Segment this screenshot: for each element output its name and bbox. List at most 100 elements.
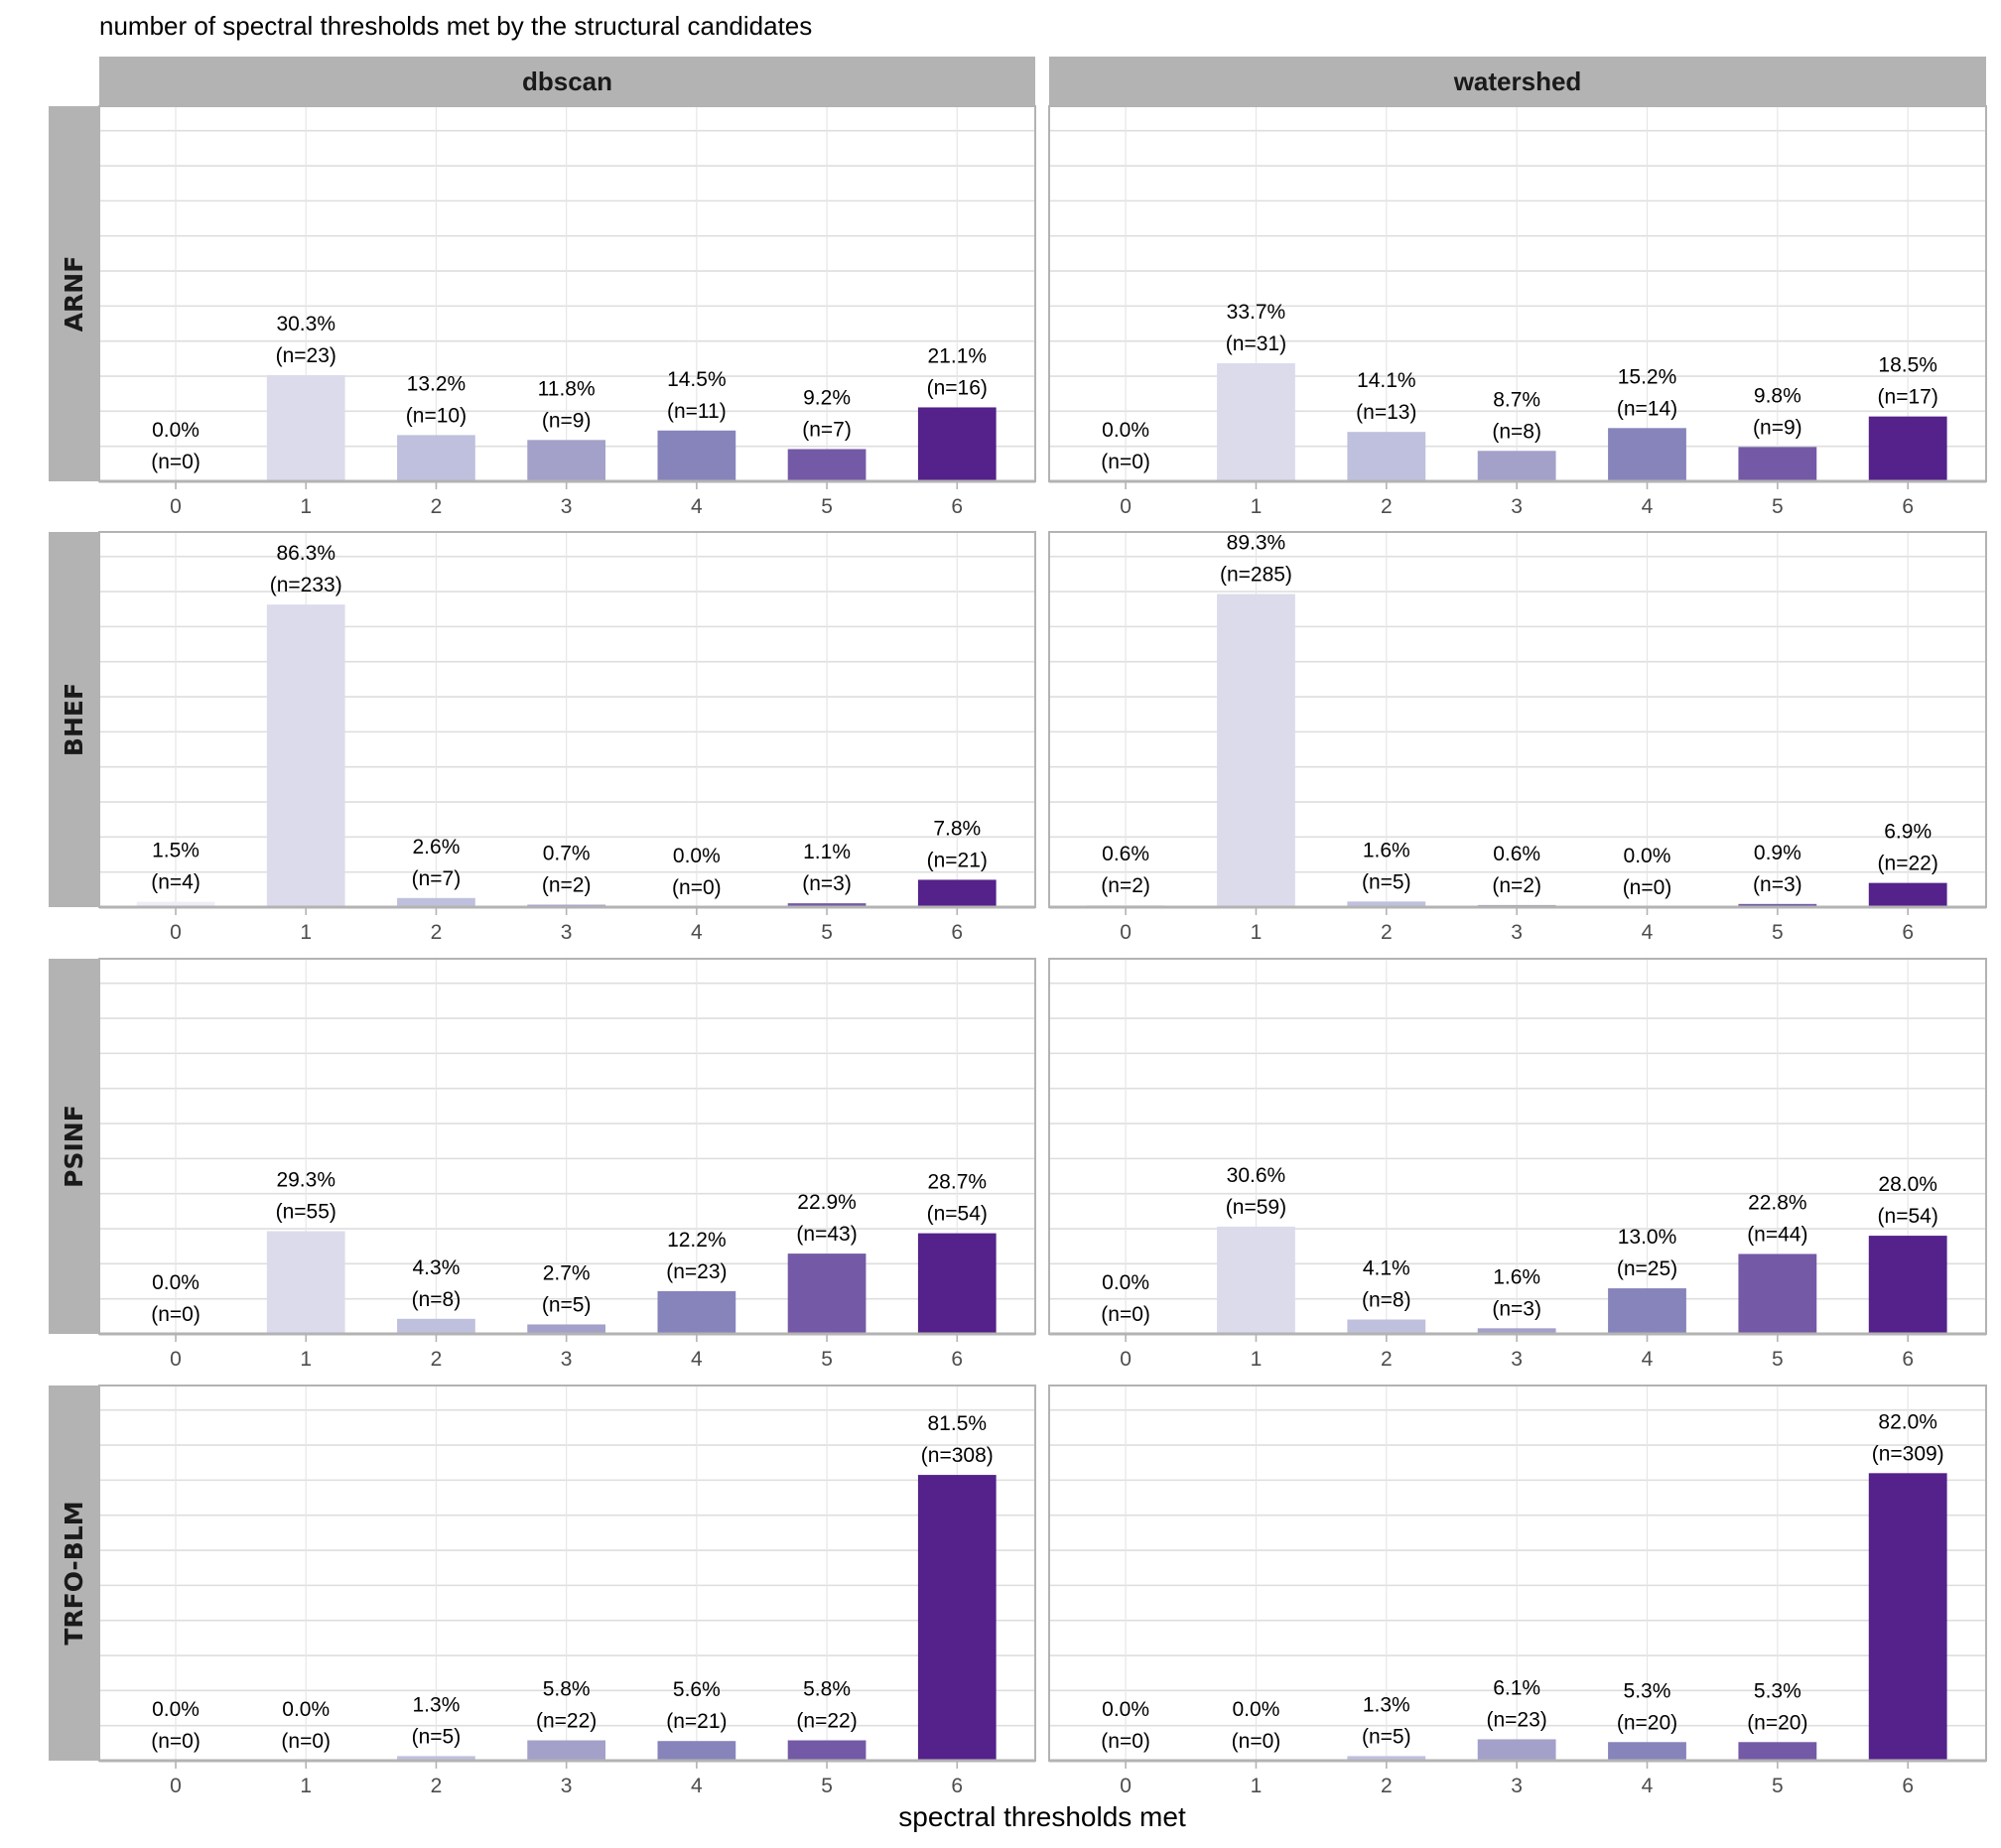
x-tick-label: 2 [1381, 1348, 1393, 1371]
bar-percent-label: 1.6% [1493, 1265, 1540, 1288]
bar-count-label: (n=8) [1362, 1289, 1411, 1312]
x-tick-label: 3 [561, 1775, 573, 1797]
bar-percent-label: 15.2% [1618, 365, 1677, 388]
bar-count-label: (n=23) [276, 344, 336, 367]
bar-percent-label: 7.8% [933, 817, 981, 840]
x-tick-label: 5 [1772, 921, 1784, 944]
bar-percent-label: 5.8% [803, 1678, 851, 1701]
bar-6 [917, 1475, 997, 1761]
x-tick-label: 0 [170, 1775, 182, 1797]
bar-5 [1738, 1742, 1817, 1761]
x-tick-label: 6 [1902, 1348, 1914, 1371]
bar-percent-label: 0.0% [1102, 1271, 1149, 1294]
x-tick-label: 5 [821, 495, 833, 518]
bar-1 [266, 374, 345, 481]
bar-1 [1217, 362, 1295, 481]
x-tick-label: 5 [1772, 1775, 1784, 1797]
bar-count-label: (n=14) [1617, 397, 1677, 420]
bar-percent-label: 0.0% [152, 1698, 200, 1721]
bar-count-label: (n=31) [1226, 332, 1286, 355]
bar-5 [1738, 903, 1817, 907]
x-tick-label: 3 [1511, 1348, 1523, 1371]
x-tick-label: 2 [1381, 495, 1393, 518]
bar-percent-label: 9.8% [1754, 384, 1801, 407]
bar-3 [1477, 451, 1556, 481]
x-tick-label: 1 [1251, 495, 1263, 518]
bar-count-label: (n=10) [406, 404, 467, 427]
bar-percent-label: 1.3% [413, 1693, 461, 1716]
x-tick-label: 4 [691, 921, 703, 944]
x-tick-label: 4 [1642, 1775, 1654, 1797]
bar-percent-label: 0.6% [1102, 843, 1149, 865]
x-tick-label: 3 [1511, 495, 1523, 518]
bar-percent-label: 2.6% [413, 836, 461, 858]
bar-count-label: (n=13) [1356, 401, 1416, 424]
bar-count-label: (n=5) [1362, 870, 1411, 893]
bar-5 [787, 449, 867, 481]
bar-count-label: (n=5) [542, 1293, 592, 1316]
bar-count-label: (n=285) [1220, 564, 1292, 587]
x-tick-label: 4 [691, 1348, 703, 1371]
x-tick-label: 4 [1642, 495, 1654, 518]
bar-percent-label: 89.3% [1227, 532, 1286, 555]
bar-count-label: (n=0) [151, 451, 200, 473]
bar-count-label: (n=0) [1101, 451, 1150, 473]
bar-2 [397, 1756, 475, 1761]
panel-psinf-watershed: 0.0%(n=0)30.6%(n=59)4.1%(n=8)1.6%(n=3)13… [1048, 958, 1987, 1371]
bar-count-label: (n=55) [276, 1200, 336, 1223]
panels-layer: dbscan watershed ARNF BHEF PSINF TRFO-BLM 0.0%… [49, 57, 1987, 1797]
bar-percent-label: 1.1% [803, 841, 851, 863]
x-tick-label: 4 [1642, 921, 1654, 944]
bar-count-label: (n=9) [542, 409, 592, 432]
bar-percent-label: 33.7% [1227, 301, 1286, 324]
bar-percent-label: 9.2% [803, 386, 851, 409]
panel-background [1049, 1386, 1986, 1761]
column-strip-label: watershed [1453, 66, 1582, 96]
bar-count-label: (n=7) [412, 867, 462, 890]
bar-count-label: (n=11) [667, 400, 727, 423]
x-tick-label: 1 [1251, 1348, 1263, 1371]
panel-arnf-dbscan: 0.0% (n=0) 30.3% (n=23) 13.2% (n=10) 11.8% (n=9… [98, 105, 1036, 518]
bar-0 [136, 901, 215, 907]
bar-percent-label: 11.8% [538, 377, 596, 400]
bar-5 [787, 1254, 867, 1334]
x-tick-label: 2 [431, 1775, 443, 1797]
bar-count-label: (n=309) [1872, 1442, 1944, 1465]
bar-3 [1477, 1328, 1556, 1334]
bar-count-label: (n=5) [1362, 1725, 1411, 1748]
row-strip-label: ARNF [60, 256, 88, 332]
bar-percent-label: 0.0% [1233, 1698, 1280, 1721]
bar-6 [917, 407, 997, 481]
panel-arnf-watershed: 0.0% (n=0) 33.7% (n=31) 14.1% (n=13) 8.7% (n=8)… [1048, 105, 1987, 518]
x-tick-label: 6 [1902, 1775, 1914, 1797]
bar-count-label: (n=7) [802, 418, 852, 441]
column-strip-label: dbscan [522, 66, 612, 96]
bar-count-label: (n=9) [1753, 416, 1802, 439]
bar-percent-label: 12.2% [667, 1229, 727, 1252]
x-tick-label: 1 [300, 921, 312, 944]
x-tick-label: 6 [951, 495, 963, 518]
x-tick-label: 3 [561, 921, 573, 944]
bar-3 [1477, 1739, 1556, 1761]
panel-psinf-dbscan: 0.0%(n=0)29.3%(n=55)4.3%(n=8)2.7%(n=5)12… [98, 958, 1036, 1371]
bar-percent-label: 0.0% [1102, 1698, 1149, 1721]
bar-3 [527, 440, 606, 481]
bar-percent-label: 5.6% [673, 1678, 721, 1701]
bar-percent-label: 0.0% [282, 1698, 330, 1721]
bar-percent-label: 18.5% [1878, 354, 1937, 377]
bar-5 [1738, 1254, 1817, 1334]
x-tick-label: 5 [1772, 1348, 1784, 1371]
bar-count-label: (n=0) [1623, 876, 1672, 899]
row-strip-label: BHEF [60, 683, 88, 756]
bar-1 [266, 1231, 345, 1334]
x-tick-label: 1 [300, 495, 312, 518]
bar-percent-label: 8.7% [1493, 388, 1540, 411]
row-strip-label: TRFO-BLM [60, 1501, 88, 1645]
x-tick-label: 4 [691, 1775, 703, 1797]
bar-2 [397, 435, 475, 481]
bar-count-label: (n=0) [1101, 1303, 1150, 1326]
bar-count-label: (n=0) [1101, 1730, 1150, 1753]
x-tick-label: 0 [170, 921, 182, 944]
x-tick-label: 6 [1902, 495, 1914, 518]
